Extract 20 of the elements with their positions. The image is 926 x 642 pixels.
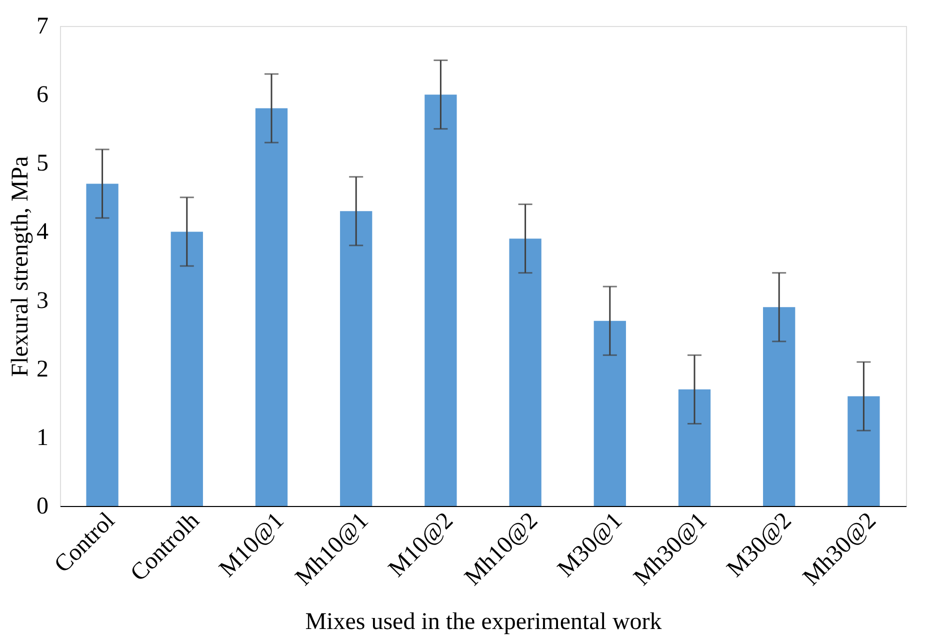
- x-axis-title: Mixes used in the experimental work: [305, 609, 662, 636]
- y-tick-label: 2: [36, 356, 48, 382]
- bar: [848, 396, 880, 506]
- bar: [255, 108, 288, 506]
- y-tick-label: 4: [36, 219, 48, 246]
- bar: [763, 307, 796, 506]
- y-tick-label: 7: [36, 14, 48, 40]
- bar: [678, 389, 711, 506]
- bar: [86, 184, 118, 506]
- y-tick-label: 5: [36, 150, 48, 177]
- bar: [594, 320, 626, 506]
- y-tick-label: 3: [36, 288, 48, 314]
- bar: [170, 232, 203, 506]
- y-tick-label: 6: [36, 82, 48, 108]
- bar: [340, 211, 372, 506]
- y-tick-label: 1: [36, 424, 48, 451]
- y-axis-title: Flexural strength, MPa: [8, 156, 34, 377]
- y-tick-label: 0: [36, 494, 48, 520]
- bar: [509, 238, 542, 506]
- bar: [424, 94, 457, 506]
